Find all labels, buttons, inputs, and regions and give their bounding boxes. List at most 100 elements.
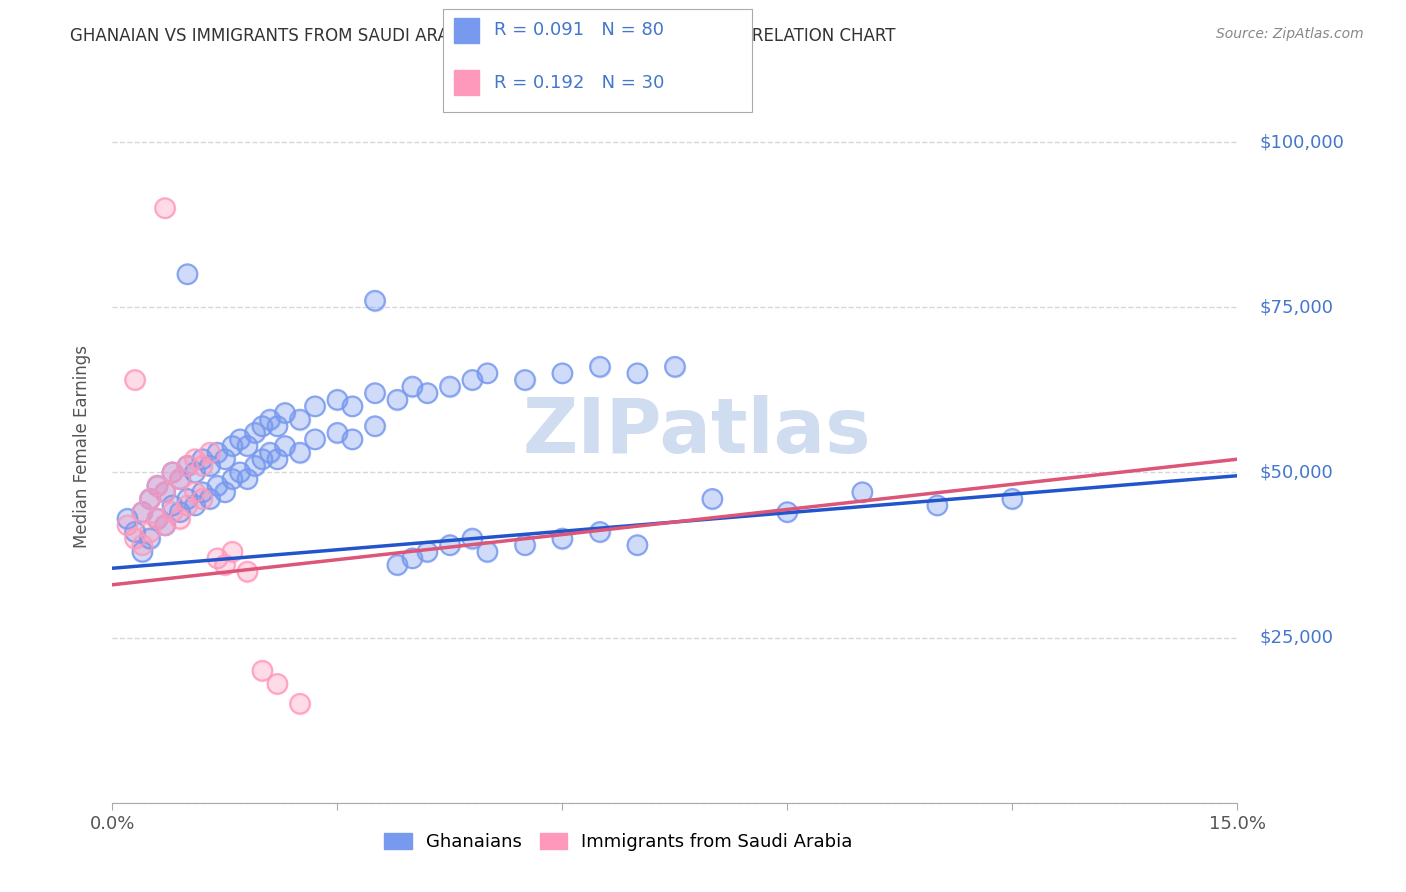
Point — [191, 452, 214, 467]
Point — [124, 373, 146, 387]
Point — [169, 505, 191, 519]
Point — [207, 551, 229, 566]
Point — [184, 485, 207, 500]
Point — [439, 379, 461, 393]
Legend: Ghanaians, Immigrants from Saudi Arabia: Ghanaians, Immigrants from Saudi Arabia — [377, 825, 860, 858]
Point — [131, 538, 153, 552]
Point — [198, 445, 221, 459]
Point — [401, 551, 423, 566]
Point — [229, 433, 252, 447]
Point — [162, 466, 184, 480]
Point — [117, 518, 139, 533]
Text: $100,000: $100,000 — [1260, 133, 1344, 151]
Point — [162, 466, 184, 480]
Point — [131, 505, 153, 519]
Point — [416, 386, 439, 401]
Point — [439, 538, 461, 552]
Point — [266, 677, 288, 691]
Point — [252, 452, 274, 467]
Point — [131, 538, 153, 552]
Point — [288, 697, 311, 711]
Point — [198, 458, 221, 473]
Point — [513, 538, 536, 552]
Point — [387, 558, 409, 572]
Point — [162, 466, 184, 480]
Point — [139, 524, 162, 539]
Point — [229, 466, 252, 480]
Point — [184, 499, 207, 513]
Point — [146, 478, 169, 492]
Point — [176, 267, 198, 281]
Point — [169, 505, 191, 519]
Point — [342, 400, 364, 414]
Text: $75,000: $75,000 — [1260, 298, 1334, 317]
Point — [274, 439, 297, 453]
Point — [551, 532, 574, 546]
Point — [243, 458, 266, 473]
Point — [229, 433, 252, 447]
Point — [207, 478, 229, 492]
Point — [198, 458, 221, 473]
Point — [236, 565, 259, 579]
Point — [176, 458, 198, 473]
Point — [477, 367, 499, 381]
Point — [162, 466, 184, 480]
Point — [364, 419, 387, 434]
Point — [184, 452, 207, 467]
Point — [146, 511, 169, 525]
Point — [589, 359, 612, 374]
Point — [191, 452, 214, 467]
Point — [162, 499, 184, 513]
Point — [214, 558, 236, 572]
Point — [153, 518, 176, 533]
Point — [169, 472, 191, 486]
Point — [252, 452, 274, 467]
Point — [243, 425, 266, 440]
Point — [153, 518, 176, 533]
Point — [124, 373, 146, 387]
Point — [364, 386, 387, 401]
Point — [364, 293, 387, 308]
Point — [153, 201, 176, 215]
Point — [198, 491, 221, 506]
Point — [477, 545, 499, 559]
Text: Source: ZipAtlas.com: Source: ZipAtlas.com — [1216, 27, 1364, 41]
Point — [221, 439, 243, 453]
Point — [304, 433, 326, 447]
Point — [416, 386, 439, 401]
Point — [169, 472, 191, 486]
Point — [191, 485, 214, 500]
Point — [401, 379, 423, 393]
Point — [252, 419, 274, 434]
Point — [153, 485, 176, 500]
Point — [184, 466, 207, 480]
Point — [702, 491, 724, 506]
Text: GHANAIAN VS IMMIGRANTS FROM SAUDI ARABIA MEDIAN FEMALE EARNINGS CORRELATION CHAR: GHANAIAN VS IMMIGRANTS FROM SAUDI ARABIA… — [70, 27, 896, 45]
Point — [221, 472, 243, 486]
Point — [191, 491, 214, 506]
Point — [153, 485, 176, 500]
Point — [326, 392, 349, 407]
Point — [387, 558, 409, 572]
Point — [229, 466, 252, 480]
Point — [326, 425, 349, 440]
Point — [589, 359, 612, 374]
Point — [184, 499, 207, 513]
Point — [207, 478, 229, 492]
Point — [146, 478, 169, 492]
Point — [243, 458, 266, 473]
Point — [243, 425, 266, 440]
Point — [252, 664, 274, 678]
Point — [513, 538, 536, 552]
Point — [1001, 491, 1024, 506]
Point — [326, 425, 349, 440]
Text: ZIPatlas: ZIPatlas — [523, 395, 872, 468]
Point — [461, 373, 484, 387]
Point — [207, 445, 229, 459]
Point — [153, 201, 176, 215]
Point — [664, 359, 686, 374]
Point — [139, 532, 162, 546]
Point — [274, 439, 297, 453]
Point — [461, 532, 484, 546]
Point — [416, 545, 439, 559]
